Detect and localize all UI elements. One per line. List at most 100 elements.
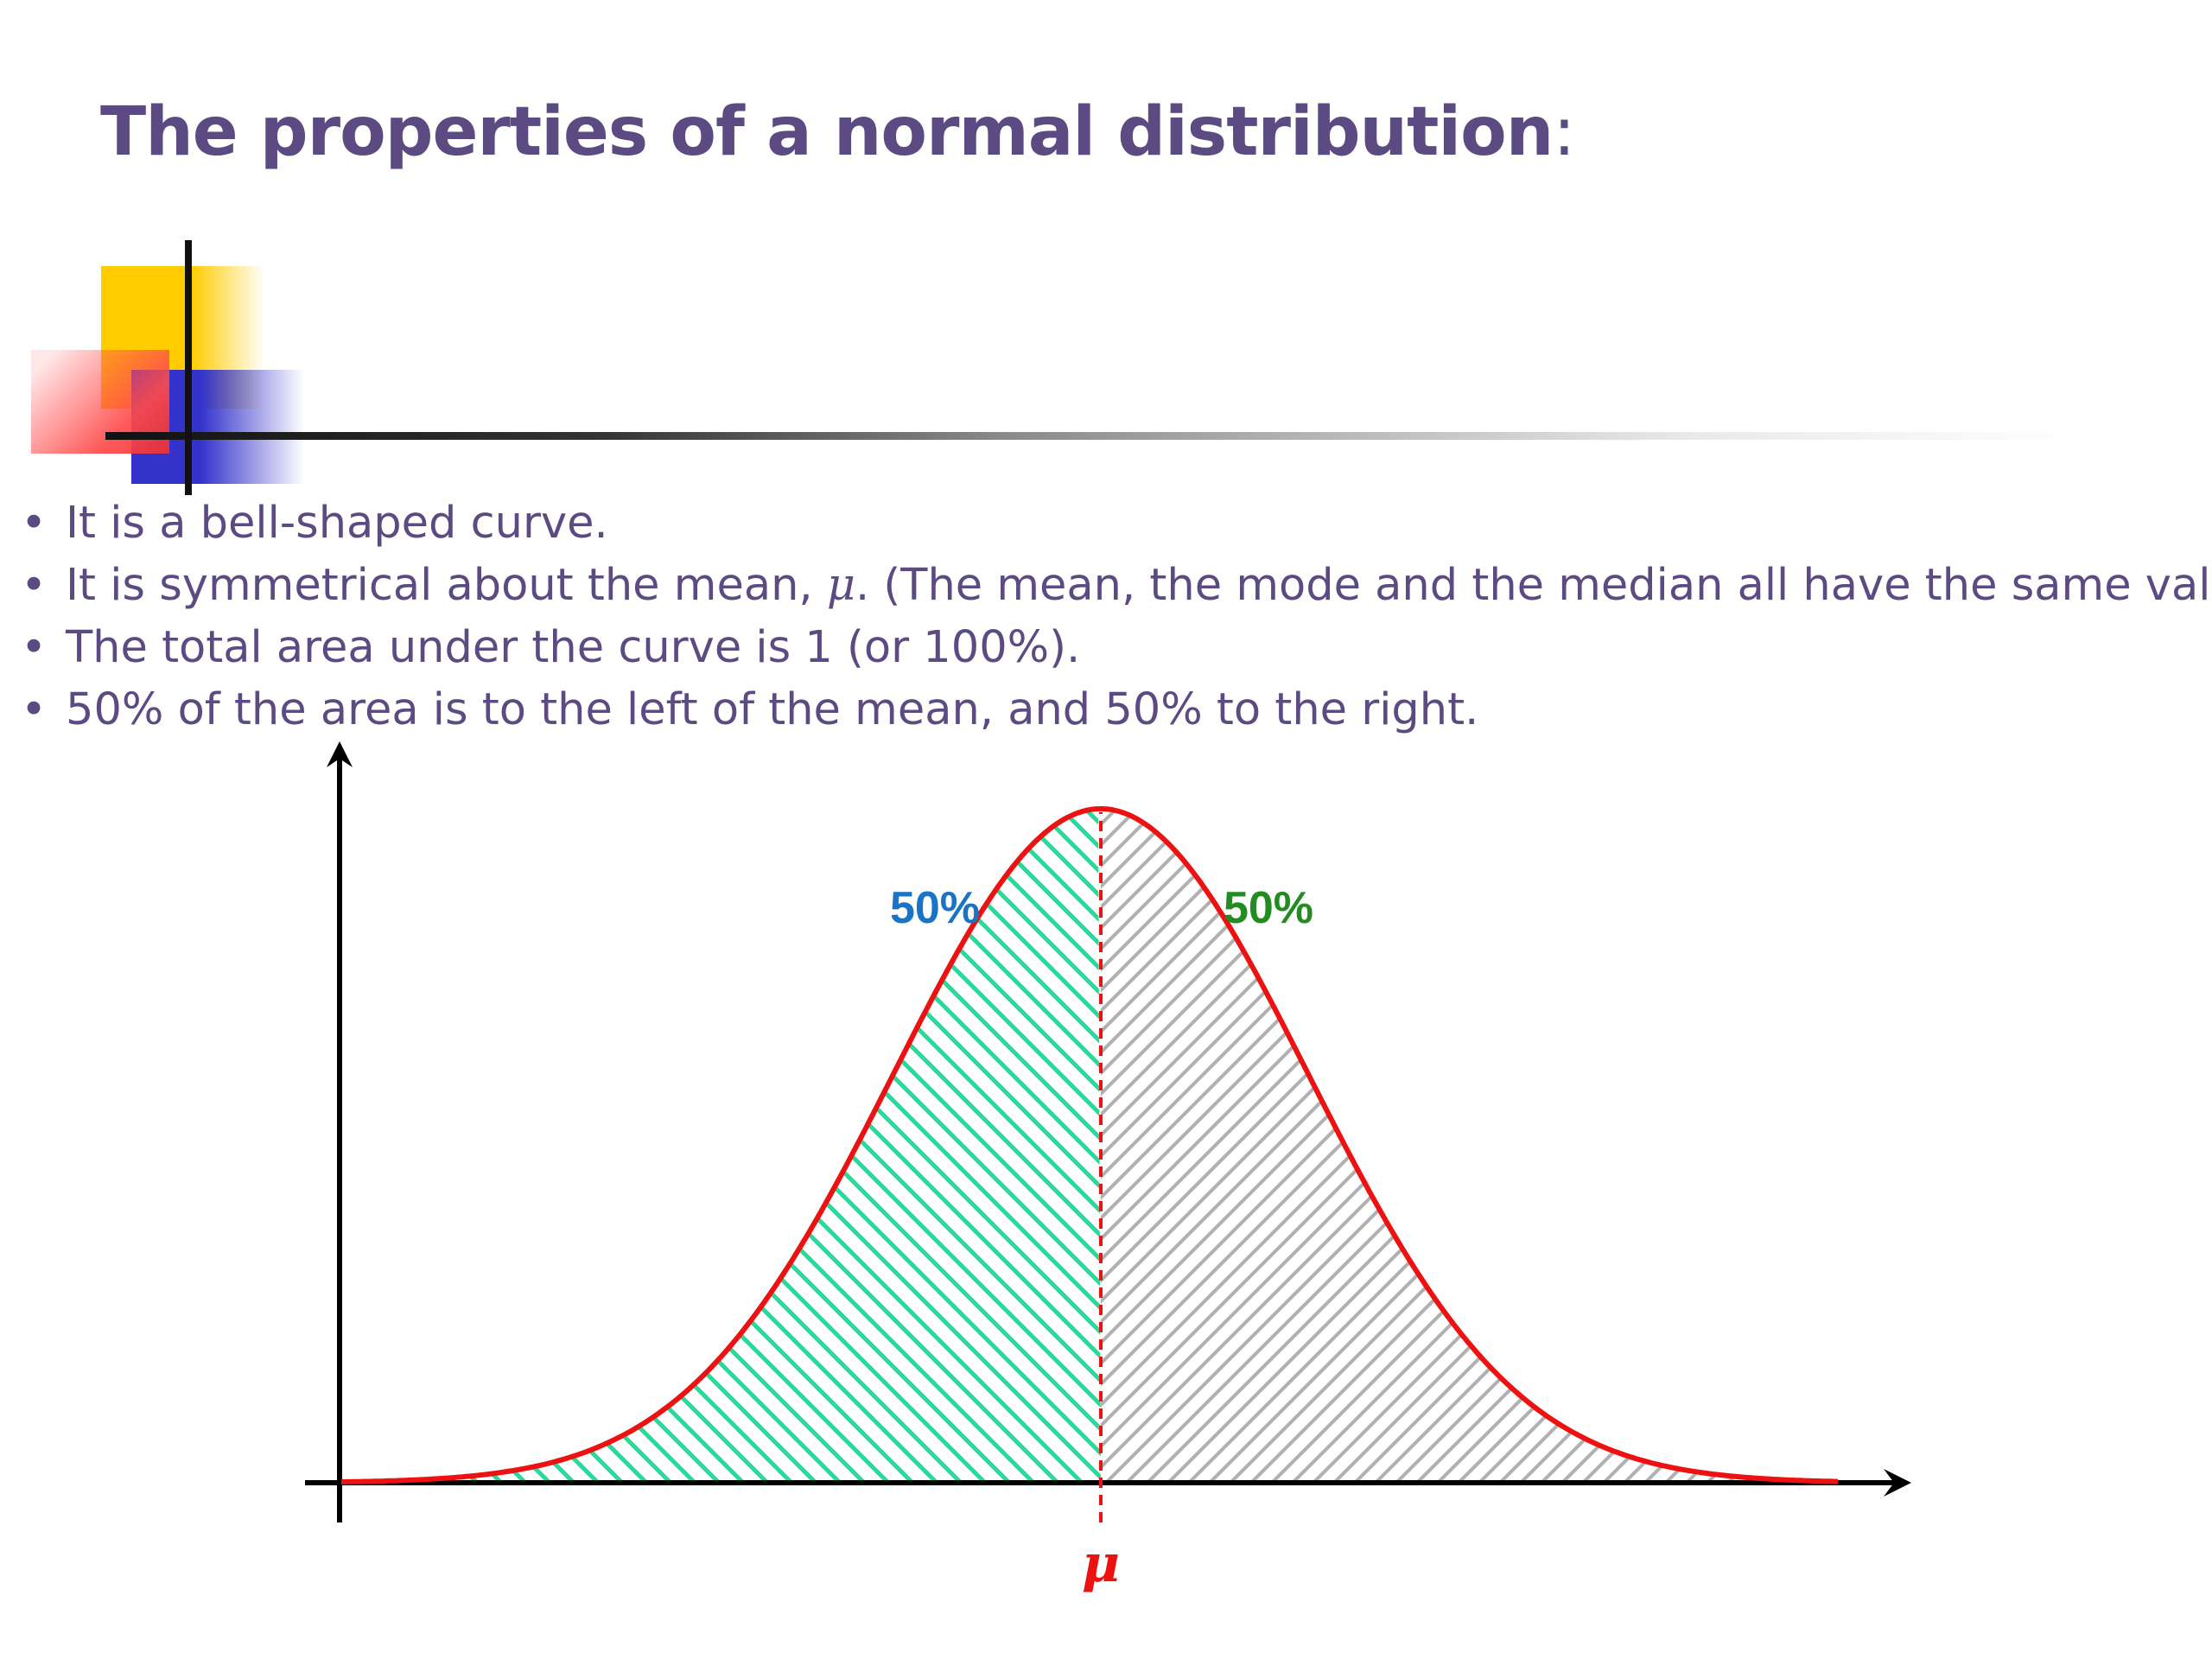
left-hatch-line xyxy=(341,809,952,1483)
left-hatch-line xyxy=(1465,778,2209,1521)
left-hatch-line xyxy=(1635,778,2212,1521)
left-hatch-line xyxy=(341,809,613,1483)
left-hatch-line xyxy=(341,809,565,1483)
left-hatch-line xyxy=(931,809,1101,1483)
right-hatch-line xyxy=(2209,778,2212,1521)
left-hatch-line xyxy=(472,809,1101,1483)
right-hatch-line xyxy=(1834,809,1840,1483)
right-hatch-line xyxy=(2167,778,2212,1521)
right-hatch-line xyxy=(1877,778,2212,1521)
right-hatch-line xyxy=(2001,778,2212,1521)
right-hatch-line xyxy=(1939,778,2212,1521)
right-hatch-line xyxy=(1647,809,1840,1483)
right-hatch-line xyxy=(1460,809,1840,1483)
right-hatch-line xyxy=(1315,809,1840,1483)
left-hatch-line xyxy=(341,809,904,1483)
right-hatch-line xyxy=(1108,809,1840,1483)
right-hatch-line xyxy=(1585,809,1840,1483)
left-hatch-line xyxy=(0,778,249,1521)
left-hatch-line xyxy=(341,809,928,1483)
right-hatch-line xyxy=(1274,809,1840,1483)
right-hatch-line xyxy=(2063,778,2212,1521)
bullet-item: • The total area under the curve is 1 (or… xyxy=(21,617,2212,679)
right-hatch-line xyxy=(1605,809,1840,1483)
y-axis-arrow xyxy=(327,741,353,767)
left-hatch-line xyxy=(341,809,976,1483)
left-hatch-line xyxy=(0,778,297,1521)
bullet-list: • It is a bell-shaped curve. • It is symme… xyxy=(21,493,2212,741)
right-hatch-line xyxy=(1564,809,1840,1483)
bell-curve xyxy=(341,805,1839,1484)
left-hatch-line xyxy=(1441,778,2184,1521)
left-hatch-line xyxy=(341,809,807,1483)
right-hatch-line xyxy=(1688,809,1840,1483)
x-axis-arrow xyxy=(1884,1469,1911,1497)
left-hatch-line xyxy=(1490,778,2212,1521)
left-hatch-line xyxy=(1272,778,2015,1521)
left-hatch-line xyxy=(399,809,1101,1483)
mu-symbol: μ xyxy=(826,560,855,611)
decor-vertical-rule xyxy=(185,240,192,495)
left-hatch-line xyxy=(341,809,662,1483)
right-hatch-line xyxy=(1502,809,1840,1483)
right-hatch-line xyxy=(1101,809,1709,1483)
bullet-dot: • xyxy=(21,560,48,611)
right-hatch-line xyxy=(1101,809,1294,1483)
decor-horizontal-rule xyxy=(105,432,2084,440)
right-hatch-line xyxy=(1398,809,1840,1483)
left-hatch-line xyxy=(1052,809,1101,1483)
right-hatch-line xyxy=(1792,809,1840,1483)
left-hatch-line xyxy=(341,809,1001,1483)
right-hatch-line xyxy=(2188,778,2212,1521)
right-hatch-line xyxy=(2022,778,2212,1521)
left-hatch-line xyxy=(341,809,710,1483)
mean-label: μ xyxy=(1082,1534,1120,1594)
left-hatch-line xyxy=(883,809,1101,1483)
bullet-item: • It is symmetrical about the mean, μ. (T… xyxy=(21,555,2212,617)
right-hatch-line xyxy=(1918,778,2212,1521)
left-hatch-line xyxy=(1538,778,2212,1521)
right-hatch-line xyxy=(1294,809,1840,1483)
right-hatch-line xyxy=(1856,778,2212,1521)
left-hatch-line xyxy=(762,809,1101,1483)
right-hatch-line xyxy=(2105,778,2212,1521)
left-hatch-line xyxy=(341,809,347,1483)
bullet-dot: • xyxy=(21,684,48,735)
right-hatch-line xyxy=(1419,809,1840,1483)
left-hatch-line xyxy=(375,809,1101,1483)
bullet-dot: • xyxy=(21,498,48,549)
left-hatch-line xyxy=(907,809,1101,1483)
left-hatch-line xyxy=(980,809,1101,1483)
left-hatch-line xyxy=(341,809,734,1483)
left-hatch-line xyxy=(0,778,225,1521)
bullet-item: • It is a bell-shaped curve. xyxy=(21,493,2212,555)
right-hatch-line xyxy=(2126,778,2212,1521)
left-hatch-line xyxy=(341,809,855,1483)
left-hatch-line xyxy=(0,778,273,1521)
left-hatch-line xyxy=(341,809,831,1483)
right-hatch-line xyxy=(1522,809,1840,1483)
right-hatch-line xyxy=(1211,809,1840,1483)
left-hatch-line xyxy=(341,809,372,1483)
left-hatch-line xyxy=(341,809,880,1483)
right-hatch-line xyxy=(1440,809,1840,1483)
left-hatch-line xyxy=(738,809,1101,1483)
right-hatch-line xyxy=(1980,778,2212,1521)
left-hatch-line xyxy=(1344,778,2088,1521)
right-hatch-line xyxy=(1101,809,1336,1483)
bullet-dot: • xyxy=(21,622,48,673)
left-hatch-line xyxy=(341,809,759,1483)
left-hatch-line xyxy=(956,809,1101,1483)
left-hatch-line xyxy=(341,809,420,1483)
right-hatch-line xyxy=(1960,778,2212,1521)
right-hatch-line xyxy=(1101,809,1232,1483)
left-hatch-line xyxy=(448,809,1101,1483)
right-hatch-line xyxy=(1709,809,1840,1483)
right-hatch-line xyxy=(1253,809,1840,1483)
left-hatch-line xyxy=(341,809,783,1483)
right-hatch-line xyxy=(1101,809,1315,1483)
left-hatch-line xyxy=(341,809,541,1483)
left-hatch-line xyxy=(1562,778,2212,1521)
left-hatch-line xyxy=(1369,778,2112,1521)
